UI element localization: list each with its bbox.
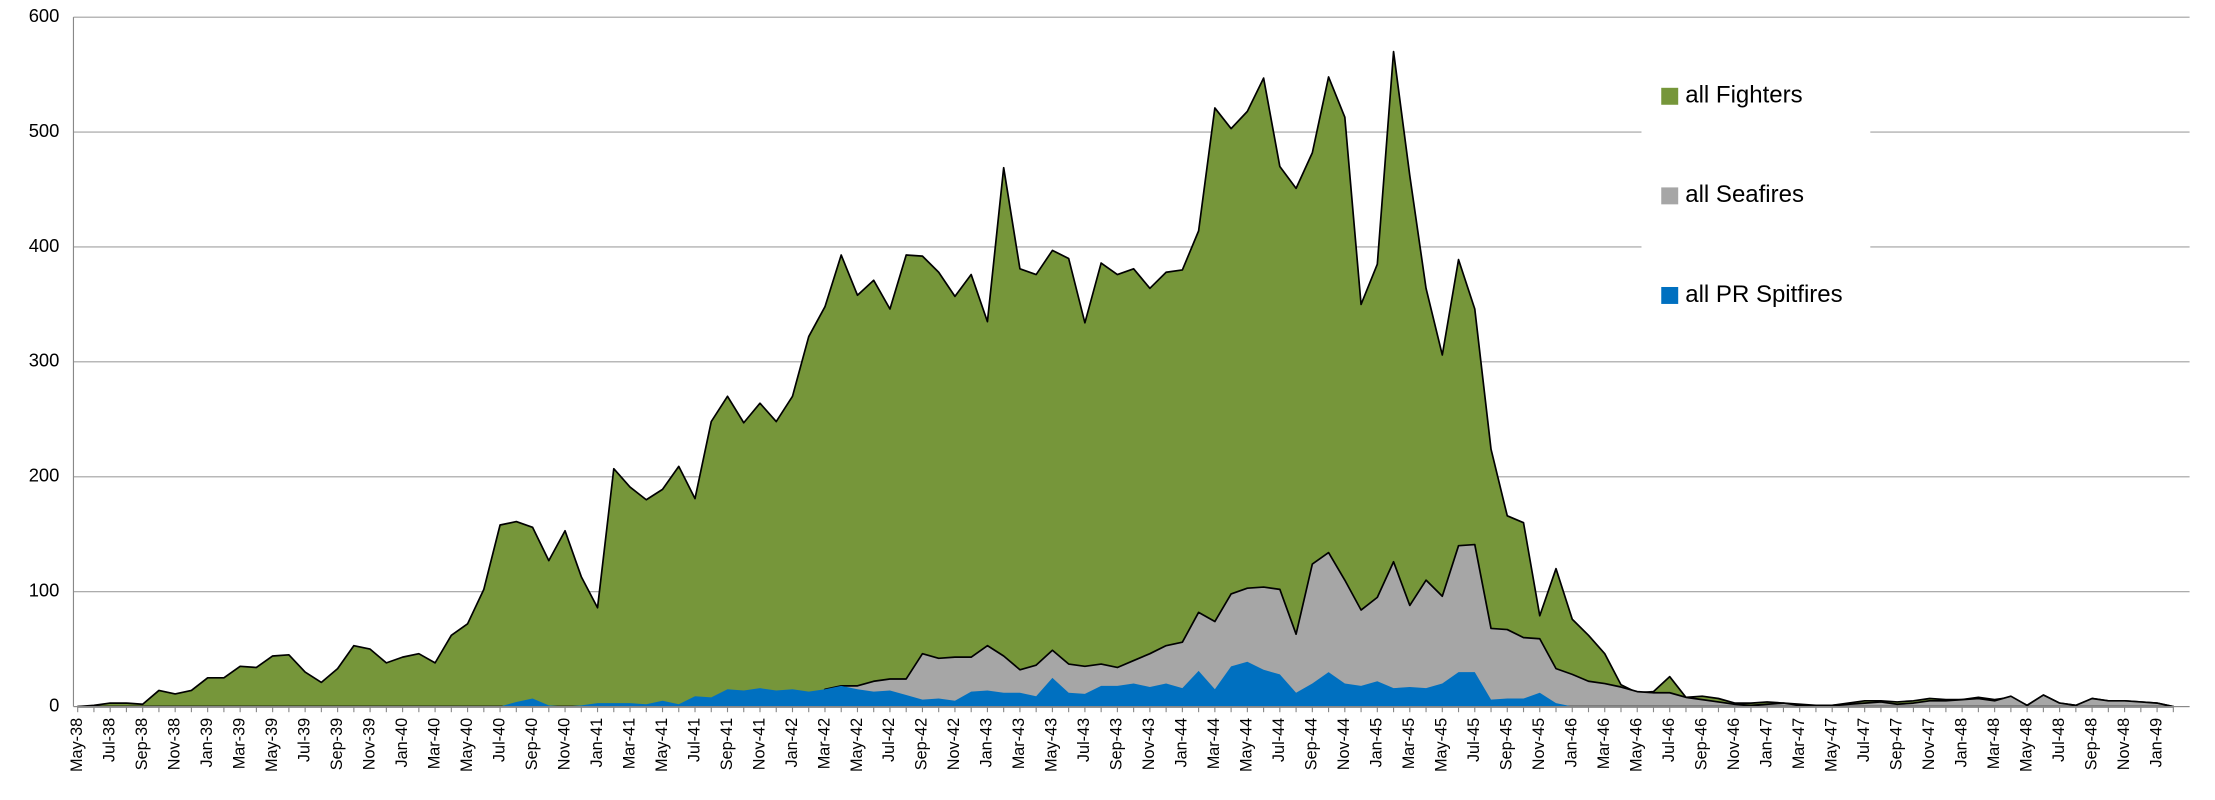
y-tick-label: 600	[29, 5, 60, 26]
x-tick-label: Jul-48	[2050, 718, 2068, 762]
x-tick-label: Jul-39	[295, 718, 313, 762]
x-tick-label: May-42	[848, 718, 866, 772]
x-tick-label: Jul-47	[1855, 718, 1873, 762]
x-tick-label: May-45	[1433, 718, 1451, 772]
legend-swatch	[1661, 286, 1679, 304]
x-tick-label: Jul-41	[685, 718, 703, 762]
y-tick-label: 300	[29, 350, 60, 371]
y-tick-label: 0	[49, 694, 59, 715]
legend-swatch	[1661, 187, 1679, 205]
x-tick-label: Sep-40	[523, 718, 541, 770]
x-tick-label: Sep-39	[328, 718, 346, 770]
legend-box	[1641, 53, 1871, 337]
x-tick-label: May-39	[263, 718, 281, 772]
x-tick-label: Jan-41	[588, 718, 606, 768]
x-tick-label: Jan-44	[1173, 718, 1191, 768]
legend-label: all Fighters	[1685, 82, 1802, 109]
x-tick-label: Jan-40	[393, 718, 411, 768]
x-tick-label: Jul-40	[490, 718, 508, 762]
x-tick-label: Mar-39	[230, 718, 248, 769]
x-tick-label: Nov-45	[1530, 718, 1548, 770]
x-tick-label: Jan-47	[1757, 718, 1775, 768]
x-tick-label: Sep-43	[1108, 718, 1126, 770]
x-tick-label: Sep-38	[133, 718, 151, 770]
y-tick-label: 200	[29, 465, 60, 486]
x-tick-label: Jul-38	[100, 718, 118, 762]
x-tick-label: Mar-44	[1205, 718, 1223, 769]
x-tick-label: Nov-38	[165, 718, 183, 770]
x-tick-label: Mar-41	[620, 718, 638, 769]
x-tick-label: Nov-48	[2115, 718, 2133, 770]
x-tick-label: Mar-47	[1790, 718, 1808, 769]
x-tick-label: May-48	[2017, 718, 2035, 772]
x-tick-label: Mar-45	[1400, 718, 1418, 769]
legend-label: all PR Spitfires	[1685, 281, 1842, 308]
x-tick-label: Nov-41	[750, 718, 768, 770]
x-tick-label: May-41	[653, 718, 671, 772]
x-tick-label: Jan-43	[978, 718, 996, 768]
x-tick-label: Mar-40	[425, 718, 443, 769]
y-tick-label: 400	[29, 235, 60, 256]
x-tick-label: Sep-42	[913, 718, 931, 770]
x-tick-label: Nov-39	[360, 718, 378, 770]
x-tick-label: Sep-48	[2082, 718, 2100, 770]
x-tick-label: Nov-42	[945, 718, 963, 770]
y-tick-label: 100	[29, 579, 60, 600]
x-tick-label: Mar-42	[815, 718, 833, 769]
x-tick-label: Jan-46	[1563, 718, 1581, 768]
x-tick-label: Jan-42	[783, 718, 801, 768]
legend-label: all Seafires	[1685, 181, 1804, 208]
x-tick-label: Sep-45	[1498, 718, 1516, 770]
x-tick-label: Mar-48	[1985, 718, 2003, 769]
x-tick-label: Nov-46	[1725, 718, 1743, 770]
x-tick-label: Nov-40	[555, 718, 573, 770]
area	[77, 661, 2174, 707]
legend: all Fighters all Seafires all PR Spitfires	[1661, 82, 1843, 308]
axes: 0 100 200 300 400 500 600 May-38 Jul-38 Sep-38 Nov…	[29, 5, 2190, 772]
x-tick-label: Jul-44	[1270, 718, 1288, 762]
x-tick-label: Nov-47	[1920, 718, 1938, 770]
x-tick-label: Jul-45	[1465, 718, 1483, 762]
x-tick-label: Nov-44	[1335, 718, 1353, 770]
x-tick-label: Nov-43	[1140, 718, 1158, 770]
x-tick-label: Jan-39	[198, 718, 216, 768]
x-tick-label: Sep-46	[1693, 718, 1711, 770]
x-tick-label: Mar-46	[1595, 718, 1613, 769]
x-tick-label: Jan-48	[1952, 718, 1970, 768]
x-tick-label: May-40	[458, 718, 476, 772]
x-tick-label: May-44	[1238, 718, 1256, 772]
x-tick-label: May-43	[1043, 718, 1061, 772]
x-tick-label: May-46	[1628, 718, 1646, 772]
x-tick-label: Sep-44	[1303, 718, 1321, 770]
x-tick-label: May-38	[68, 718, 86, 772]
x-tick-label: Mar-43	[1010, 718, 1028, 769]
x-tick-label: Sep-47	[1887, 718, 1905, 770]
x-tick-label: May-47	[1822, 718, 1840, 772]
x-tick-label: Jan-45	[1368, 718, 1386, 768]
x-tick-label: Jan-49	[2147, 718, 2165, 768]
x-tick-label: Jul-42	[880, 718, 898, 762]
legend-swatch	[1661, 87, 1679, 105]
x-tick-label: Sep-41	[718, 718, 736, 770]
x-tick-label: Jul-43	[1075, 718, 1093, 762]
y-tick-label: 500	[29, 120, 60, 141]
x-tick-label: Jul-46	[1660, 718, 1678, 762]
